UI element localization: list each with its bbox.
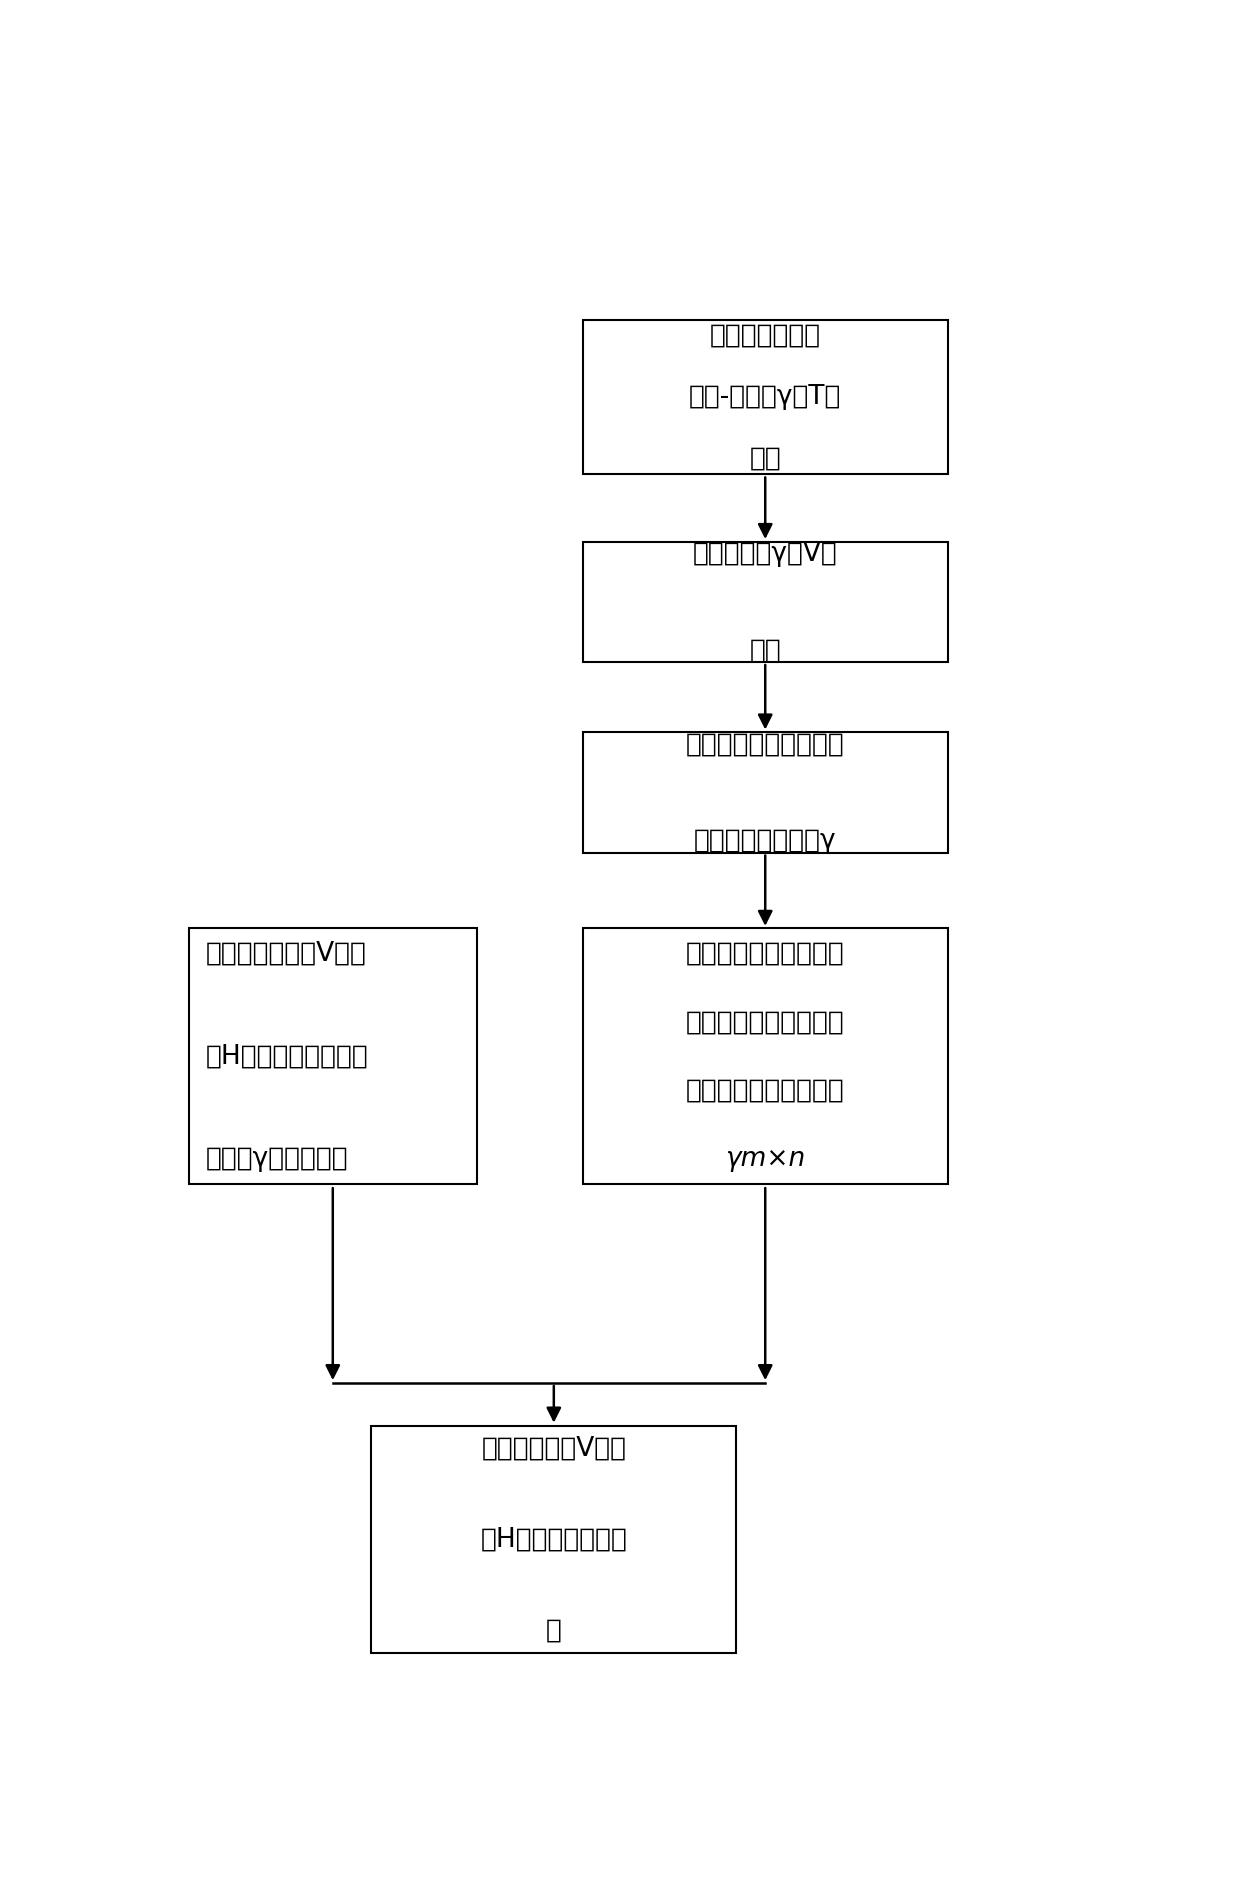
Text: 计算对应速度V和高: 计算对应速度V和高	[481, 1437, 626, 1462]
Bar	[583, 929, 947, 1184]
Text: 的部分存储为最终的空: 的部分存储为最终的空	[686, 1009, 844, 1035]
Text: γm×n: γm×n	[725, 1146, 805, 1172]
Bar	[188, 929, 477, 1184]
Text: 算空气比热容比值γ: 算空气比热容比值γ	[694, 828, 837, 854]
Text: 拟合出空气比热: 拟合出空气比热	[709, 322, 821, 348]
Text: 度H，获得对应空气比: 度H，获得对应空气比	[206, 1043, 368, 1069]
Text: 气比热容比二维查找表: 气比热容比二维查找表	[686, 1077, 844, 1104]
Text: 曲线: 曲线	[749, 445, 781, 472]
Text: 计算并确定γ、V的: 计算并确定γ、V的	[693, 540, 837, 567]
Text: 容比-温度（γ－T）: 容比-温度（γ－T）	[689, 384, 842, 409]
Bar	[583, 320, 947, 474]
Text: 根据飞行器速度V和高: 根据飞行器速度V和高	[206, 940, 367, 967]
Text: 度H的飞行器驻点温: 度H的飞行器驻点温	[480, 1526, 627, 1553]
Text: 热容比γ的存储位置: 热容比γ的存储位置	[206, 1146, 348, 1172]
Bar	[583, 542, 947, 662]
Text: 初值: 初值	[749, 638, 781, 662]
Text: 建立初始查找表，并计: 建立初始查找表，并计	[686, 731, 844, 757]
Bar	[371, 1425, 737, 1654]
Text: 度: 度	[546, 1618, 562, 1644]
Bar	[583, 733, 947, 853]
Text: 选取初始查找表中完整: 选取初始查找表中完整	[686, 940, 844, 967]
